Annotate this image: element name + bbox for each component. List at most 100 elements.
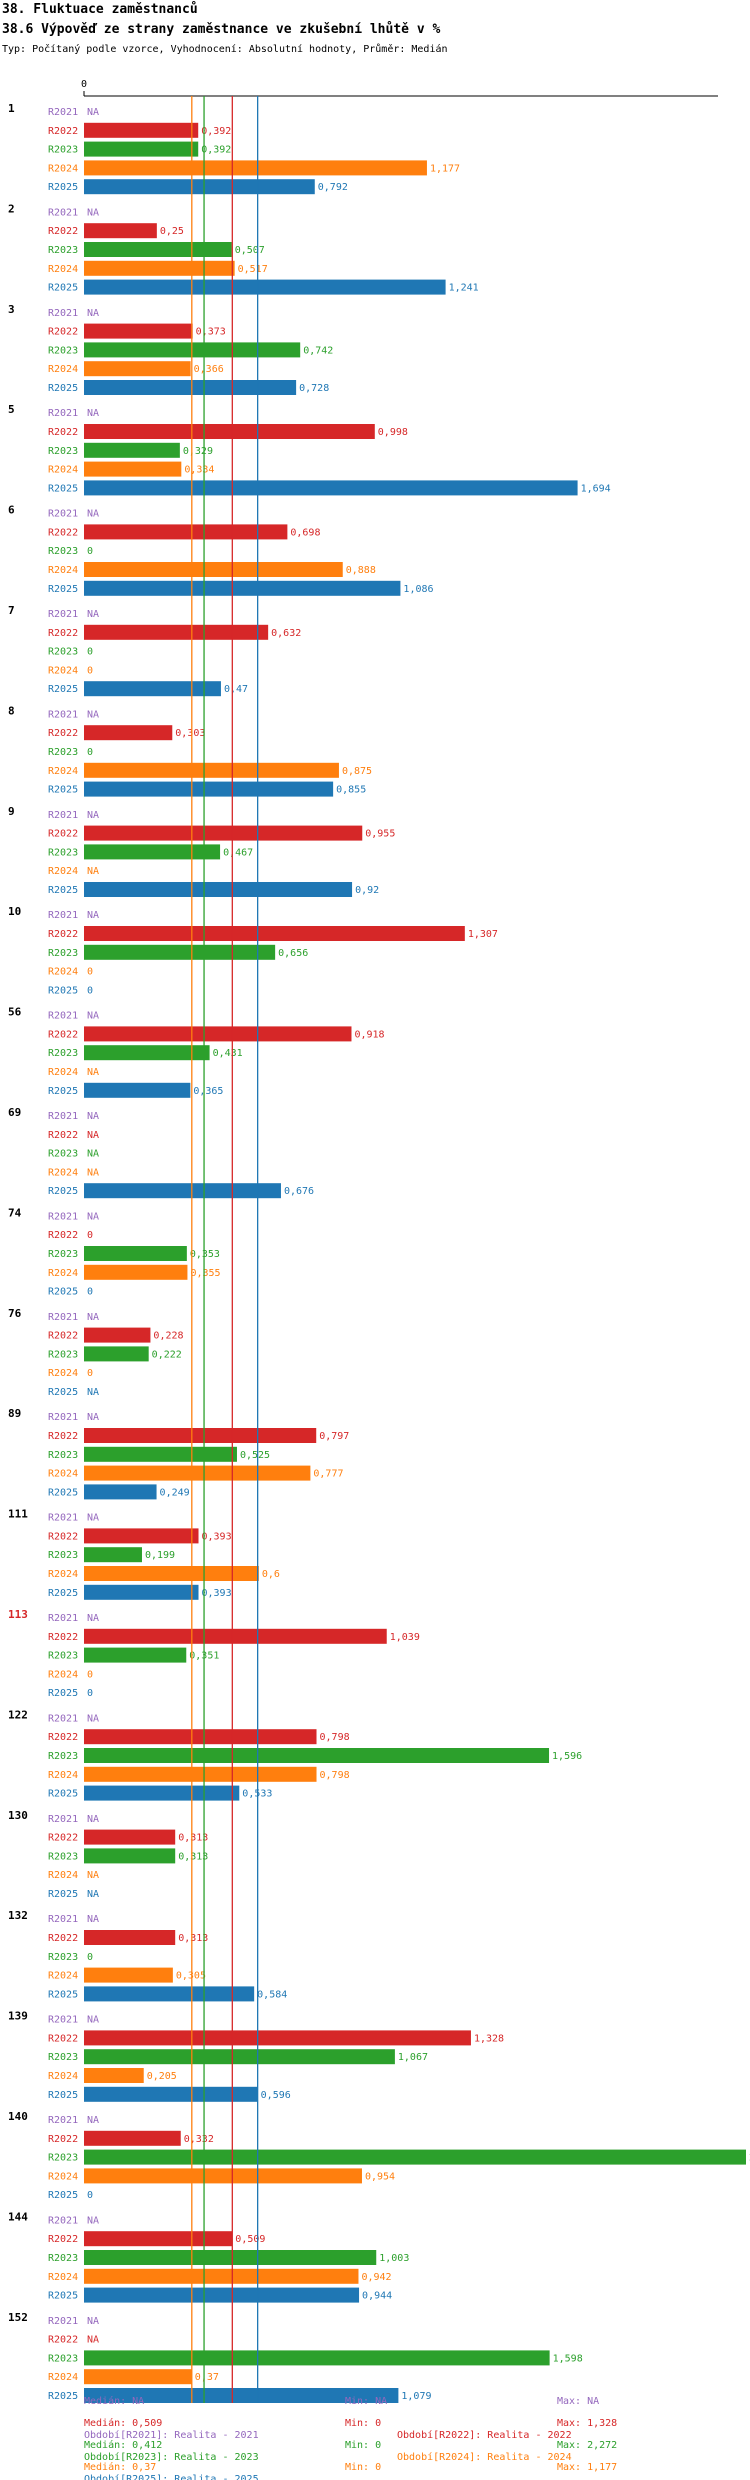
series-row-label: R2022 bbox=[48, 728, 78, 739]
series-row-label: R2025 bbox=[48, 2391, 78, 2402]
stat-max: Max: 1,328 bbox=[557, 2418, 617, 2429]
data-label: NA bbox=[87, 1149, 99, 1160]
data-label: 0,92 bbox=[355, 885, 379, 896]
series-row-label: R2022 bbox=[48, 2335, 78, 2346]
data-label: 0 bbox=[87, 747, 93, 758]
series-row-label: R2022 bbox=[48, 1833, 78, 1844]
bar bbox=[84, 1246, 187, 1261]
data-label: 0,676 bbox=[284, 1186, 314, 1197]
bar bbox=[84, 2149, 746, 2165]
bar bbox=[84, 424, 375, 439]
bar bbox=[84, 844, 221, 860]
stat-max: Max: NA bbox=[557, 2396, 599, 2407]
series-row-label: R2024 bbox=[48, 1770, 78, 1781]
category-label: 3 bbox=[8, 303, 15, 316]
series-row-label: R2023 bbox=[48, 1048, 78, 1059]
series-row-label: R2022 bbox=[48, 427, 78, 438]
data-label: 0 bbox=[87, 1368, 93, 1379]
series-row-label: R2024 bbox=[48, 1669, 78, 1680]
series-row-label: R2022 bbox=[48, 2134, 78, 2145]
stat-median: Medián: 0,509 bbox=[84, 2417, 162, 2429]
series-row-label: R2022 bbox=[48, 2033, 78, 2044]
series-row-label: R2022 bbox=[48, 2234, 78, 2245]
series-row-label: R2024 bbox=[48, 1569, 78, 1580]
data-label: NA bbox=[87, 1011, 99, 1022]
series-row-label: R2025 bbox=[48, 1789, 78, 1800]
data-label: 0,798 bbox=[320, 1770, 350, 1781]
data-label: NA bbox=[87, 1067, 99, 1078]
series-row-label: R2025 bbox=[48, 1688, 78, 1699]
data-label: 0,222 bbox=[152, 1349, 182, 1360]
data-label: 0,431 bbox=[213, 1048, 243, 1059]
category-label: 140 bbox=[8, 2110, 28, 2123]
data-label: 0,656 bbox=[278, 948, 308, 959]
data-label: 0,944 bbox=[362, 2291, 392, 2302]
data-label: 0,303 bbox=[175, 728, 205, 739]
data-label: NA bbox=[87, 2115, 99, 2126]
bar bbox=[84, 1584, 199, 1600]
series-row-label: R2021 bbox=[48, 107, 78, 118]
data-label: NA bbox=[87, 107, 99, 118]
data-label: 0,332 bbox=[184, 2134, 214, 2145]
series-row-label: R2024 bbox=[48, 1368, 78, 1379]
data-label: NA bbox=[87, 609, 99, 620]
data-label: NA bbox=[87, 1312, 99, 1323]
data-label: 0,632 bbox=[271, 628, 301, 639]
series-row-label: R2021 bbox=[48, 2115, 78, 2126]
category-label: 9 bbox=[8, 805, 15, 818]
series-row-label: R2025 bbox=[48, 584, 78, 595]
bar bbox=[84, 2250, 377, 2265]
bar bbox=[84, 781, 334, 797]
bar bbox=[84, 1986, 255, 2002]
series-row-label: R2021 bbox=[48, 810, 78, 821]
series-row-label: R2024 bbox=[48, 1067, 78, 1078]
series-row-label: R2022 bbox=[48, 1029, 78, 1040]
series-row-label: R2023 bbox=[48, 145, 78, 156]
data-label: 0,329 bbox=[183, 446, 213, 457]
legend-item: Období[R2022]: Realita - 2022 bbox=[397, 2429, 572, 2441]
data-label: 0,353 bbox=[190, 1249, 220, 1260]
data-label: NA bbox=[87, 509, 99, 520]
stat-max: Max: 1,177 bbox=[557, 2462, 617, 2473]
bar bbox=[84, 1465, 311, 1481]
series-row-label: R2023 bbox=[48, 1651, 78, 1662]
category-label: 56 bbox=[8, 1006, 22, 1019]
data-label: 1,241 bbox=[449, 283, 479, 294]
category-label: 144 bbox=[8, 2210, 28, 2223]
series-row-label: R2023 bbox=[48, 1450, 78, 1461]
category-label: 6 bbox=[8, 504, 15, 517]
data-label: 0,792 bbox=[318, 182, 348, 193]
series-row-label: R2022 bbox=[48, 829, 78, 840]
data-label: 0 bbox=[87, 1287, 93, 1298]
series-row-label: R2023 bbox=[48, 1349, 78, 1360]
data-label: 0,954 bbox=[365, 2171, 395, 2182]
chart-info: Typ: Počítaný podle vzorce, Vyhodnocení:… bbox=[2, 44, 448, 55]
data-label: 1,328 bbox=[474, 2033, 504, 2044]
series-row-label: R2021 bbox=[48, 1312, 78, 1323]
data-label: 0,525 bbox=[240, 1450, 270, 1461]
bar bbox=[84, 1785, 240, 1801]
data-label: NA bbox=[87, 1412, 99, 1423]
data-label: 0,6 bbox=[262, 1569, 280, 1580]
stat-min: Min: 0 bbox=[345, 2462, 381, 2473]
stat-max: Max: 2,272 bbox=[557, 2440, 617, 2451]
series-row-label: R2023 bbox=[48, 847, 78, 858]
bar bbox=[84, 323, 193, 339]
bar bbox=[84, 1183, 281, 1199]
bar bbox=[84, 260, 235, 276]
bar bbox=[84, 2168, 362, 2184]
data-label: 0 bbox=[87, 665, 93, 676]
bar bbox=[84, 762, 339, 778]
series-row-label: R2022 bbox=[48, 527, 78, 538]
data-label: 0,698 bbox=[290, 527, 320, 538]
series-row-label: R2022 bbox=[48, 1933, 78, 1944]
data-label: 0,517 bbox=[238, 264, 268, 275]
series-row-label: R2024 bbox=[48, 665, 78, 676]
data-label: 0,313 bbox=[178, 1833, 208, 1844]
data-label: 1,694 bbox=[581, 483, 611, 494]
data-label: 0,509 bbox=[235, 2234, 265, 2245]
data-label: 0 bbox=[87, 2190, 93, 2201]
data-label: 0,249 bbox=[160, 1487, 190, 1498]
series-row-label: R2022 bbox=[48, 327, 78, 338]
data-label: NA bbox=[87, 1387, 99, 1398]
